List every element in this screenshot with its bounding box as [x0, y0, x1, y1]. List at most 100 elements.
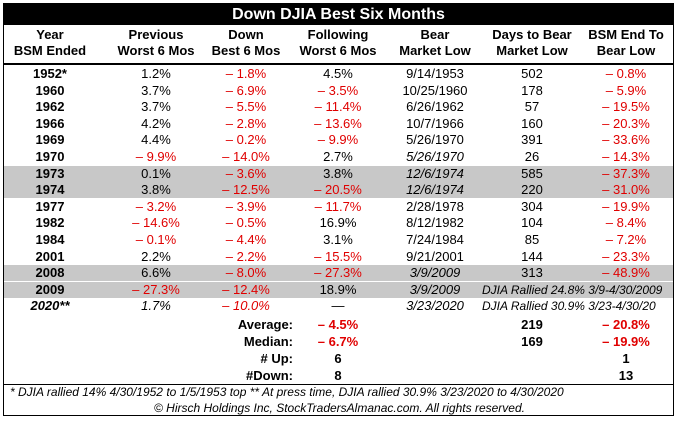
table-row: 1982 – 14.6% – 0.5% 16.9% 8/12/1982 104 – 8.4% — [4, 215, 673, 231]
table-row: 1962 3.7% – 5.5% – 11.4% 6/26/1962 57 – 19.5% — [4, 99, 673, 115]
cell-bear-low: 10/25/1960 — [402, 82, 468, 98]
table-row: 2009 – 27.3% – 12.4% 18.9% 3/9/2009 DJIA Rall… — [4, 281, 673, 298]
table-row: 1960 3.7% – 6.9% – 3.5% 10/25/1960 178 – 5.9% — [4, 83, 673, 99]
cell-year: 1984 — [35, 232, 65, 247]
table-row: 1970 – 9.9% – 14.0% 2.7% 5/26/1970 26 – 14.3% — [4, 149, 673, 165]
cell-down-best: – 2.8% — [225, 115, 267, 131]
stat-row-up: # Up: 6 1 — [4, 351, 673, 367]
cell-previous-worst: – 3.2% — [135, 198, 177, 214]
cell-previous-worst: 3.7% — [141, 99, 171, 115]
header-rule — [4, 63, 673, 65]
cell-following-worst: – 13.6% — [314, 115, 362, 131]
cell-bsm-end: – 33.6% — [602, 132, 650, 148]
cell-bear-low: 3/23/2020 — [406, 298, 464, 314]
cell-year: 1977 — [35, 198, 65, 214]
cell-bear-low: 12/6/1974 — [406, 182, 464, 198]
cell-following-worst: – 27.3% — [314, 265, 362, 281]
header-previous-worst: Previous Worst 6 Mos — [117, 27, 195, 58]
cell-bear-low: 8/12/1982 — [406, 215, 464, 231]
cell-following-worst: – 11.7% — [314, 198, 362, 214]
cell-days-to-low: 313 — [521, 265, 543, 281]
cell-year: 1960 — [35, 82, 65, 98]
cell-days-to-low: 144 — [521, 248, 543, 264]
cell-days-to-low: 585 — [521, 165, 543, 181]
cell-year: 1962 — [35, 99, 65, 115]
cell-bsm-end: – 23.3% — [602, 248, 650, 264]
cell-year: 2001 — [35, 248, 65, 264]
copyright: © Hirsch Holdings Inc, StockTradersAlman… — [154, 401, 525, 415]
cell-bear-low: 10/7/1966 — [406, 115, 464, 131]
cell-bear-low: 3/9/2009 — [409, 265, 461, 281]
cell-down-best: – 4.4% — [225, 232, 267, 247]
cell-days-to-low: 160 — [521, 115, 543, 131]
stat-label: Average: — [237, 317, 293, 332]
cell-bsm-end: – 14.3% — [602, 149, 650, 164]
cell-down-best: – 12.4% — [222, 281, 270, 297]
header-days-to-low: Days to Bear Market Low — [492, 27, 572, 58]
cell-previous-worst: 2.2% — [141, 248, 171, 264]
stat-row-down: #Down: 8 13 — [4, 368, 673, 384]
cell-bear-low: 5/26/1970 — [406, 149, 464, 164]
stat-label: # Up: — [260, 351, 294, 366]
cell-following-worst: — — [331, 298, 345, 314]
cell-days-to-low: 391 — [521, 132, 543, 148]
stat-end-value: – 20.8% — [602, 317, 650, 332]
header-year: Year BSM Ended — [13, 27, 87, 58]
cell-bsm-end: – 37.3% — [602, 165, 650, 181]
cell-bear-low: 5/26/1970 — [406, 132, 464, 148]
cell-bear-low: 9/21/2001 — [406, 248, 464, 264]
cell-year: 1982 — [35, 215, 65, 231]
cell-bear-low: 2/28/1978 — [406, 198, 464, 214]
cell-bear-low: 7/24/1984 — [406, 232, 464, 247]
stat-label: #Down: — [246, 368, 293, 383]
stat-end-value: 13 — [618, 368, 634, 383]
cell-year: 1966 — [35, 115, 65, 131]
cell-year: 1974 — [35, 182, 65, 198]
table-title: Down DJIA Best Six Months — [4, 4, 673, 25]
table-row: 1984 – 0.1% – 4.4% 3.1% 7/24/1984 85 – 7.2% — [4, 232, 673, 248]
cell-year: 1973 — [35, 165, 65, 181]
cell-down-best: – 2.2% — [225, 248, 267, 264]
table-row: 2001 2.2% – 2.2% – 15.5% 9/21/2001 144 – 23.3% — [4, 249, 673, 265]
header-following-worst: Following Worst 6 Mos — [299, 27, 377, 58]
stat-end-value: 1 — [622, 351, 630, 366]
cell-previous-worst: 3.7% — [141, 82, 171, 98]
cell-down-best: – 10.0% — [222, 298, 270, 314]
cell-down-best: – 1.8% — [225, 66, 267, 81]
table-row: 1977 – 3.2% – 3.9% – 11.7% 2/28/1978 304 – 19.… — [4, 199, 673, 215]
cell-days-to-low: 57 — [524, 99, 540, 115]
rally-note: DJIA Rallied 24.8% 3/9-4/30/2009 — [482, 282, 663, 297]
cell-down-best: – 6.9% — [225, 82, 267, 98]
cell-down-best: – 0.2% — [225, 132, 267, 148]
cell-bsm-end: – 7.2% — [605, 232, 647, 247]
cell-previous-worst: – 9.9% — [135, 149, 177, 164]
cell-bsm-end: – 20.3% — [602, 115, 650, 131]
cell-previous-worst: 4.2% — [141, 115, 171, 131]
cell-down-best: – 14.0% — [222, 149, 270, 164]
stat-row-median: Median: – 6.7% 169 – 19.9% — [4, 334, 673, 350]
table-row: 1974 3.8% – 12.5% – 20.5% 12/6/1974 220 – 31.0… — [4, 182, 673, 199]
table-row: 1969 4.4% – 0.2% – 9.9% 5/26/1970 391 – 33.6% — [4, 132, 673, 148]
cell-days-to-low: 304 — [521, 198, 543, 214]
cell-following-worst: – 15.5% — [314, 248, 362, 264]
table-row: 1966 4.2% – 2.8% – 13.6% 10/7/1966 160 – 20.3% — [4, 116, 673, 132]
table-row: 2020** 1.7% – 10.0% — 3/23/2020 DJIA Rallied … — [4, 298, 673, 314]
footnote: * DJIA rallied 14% 4/30/1952 to 1/5/1953… — [10, 385, 564, 399]
header-bear-low: Bear Market Low — [399, 27, 471, 58]
cell-days-to-low: 85 — [524, 232, 540, 247]
cell-year: 1970 — [35, 149, 65, 164]
cell-days-to-low: 220 — [521, 182, 543, 198]
stat-follow-value: – 6.7% — [317, 334, 359, 349]
cell-following-worst: – 11.4% — [314, 99, 362, 115]
cell-previous-worst: – 27.3% — [132, 281, 180, 297]
cell-down-best: – 5.5% — [225, 99, 267, 115]
stat-end-value: – 19.9% — [602, 334, 650, 349]
header-down-best: Down Best 6 Mos — [211, 27, 281, 58]
stat-days-value: 169 — [521, 334, 543, 349]
cell-year: 1969 — [35, 132, 65, 148]
cell-bsm-end: – 0.8% — [605, 66, 647, 81]
rally-note: DJIA Rallied 30.9% 3/23-4/30/20 — [482, 299, 656, 314]
cell-bsm-end: – 19.5% — [602, 99, 650, 115]
cell-bear-low: 3/9/2009 — [409, 281, 461, 297]
cell-following-worst: 18.9% — [319, 281, 357, 297]
